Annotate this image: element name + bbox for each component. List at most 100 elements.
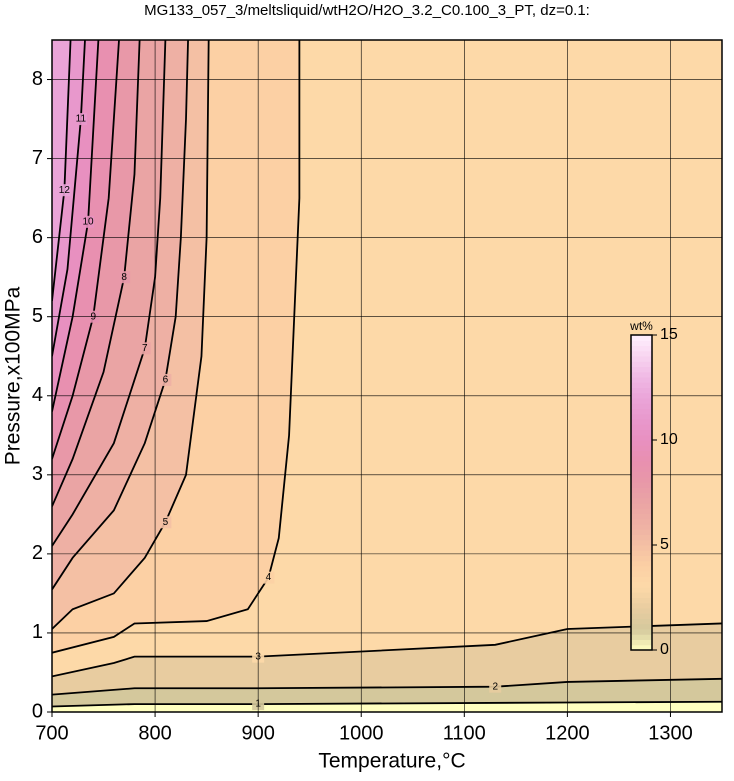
x-tick-label: 1100	[443, 722, 486, 744]
colorbar-tick-label: 5	[660, 536, 669, 553]
contour-label: 11	[76, 114, 87, 125]
colorbar-cell	[631, 503, 652, 509]
colorbar-cell	[631, 545, 652, 551]
colorbar-cell	[631, 377, 652, 383]
colorbar-cell	[631, 644, 652, 651]
colorbar-cell	[631, 629, 652, 635]
x-tick-label: 900	[241, 722, 274, 744]
colorbar-cell	[631, 392, 652, 399]
contour-label-box	[118, 271, 131, 284]
colorbar-cell	[631, 618, 652, 625]
colorbar-cell	[631, 524, 652, 530]
colorbar-cell	[631, 429, 652, 436]
colorbar-cell	[631, 576, 652, 583]
y-tick-label: 5	[32, 305, 43, 327]
x-tick-label: 700	[35, 722, 68, 744]
y-tick-label: 1	[32, 621, 43, 643]
chart-title: MG133_057_3/meltsliquid/wtH2O/H2O_3.2_C0…	[144, 2, 590, 19]
x-tick-label: 1300	[648, 722, 693, 744]
colorbar-cell	[631, 440, 652, 446]
colorbar-cell	[631, 466, 652, 472]
contour-label-box	[138, 342, 151, 355]
contour-label: 2	[492, 681, 498, 692]
colorbar-cell	[631, 340, 652, 346]
y-tick-label: 8	[32, 68, 43, 90]
contour-label-box	[82, 215, 95, 228]
colorbar-tick-label: 0	[660, 641, 669, 658]
contour-label: 10	[83, 216, 95, 227]
colorbar-cell	[631, 455, 652, 462]
x-tick-label: 1000	[339, 722, 384, 744]
colorbar-cell	[631, 403, 652, 409]
contour-label: 8	[121, 272, 127, 283]
colorbar-cell	[631, 539, 652, 546]
contour-label-box	[159, 373, 172, 386]
colorbar-cell	[631, 581, 652, 588]
colorbar-cell	[631, 361, 652, 367]
colorbar-cell	[631, 482, 652, 488]
colorbar-tick-label: 10	[660, 431, 678, 448]
contour-label: 5	[163, 517, 169, 528]
plot-frame	[51, 39, 723, 713]
x-tick-label: 800	[138, 722, 171, 744]
colorbar: wt% 0 5 10 15	[629, 319, 678, 658]
colorbar-cell	[631, 634, 652, 640]
contour-fill	[52, 40, 71, 301]
colorbar-cell	[631, 587, 652, 593]
x-tick-label: 1200	[545, 722, 590, 744]
colorbar-cell	[631, 555, 652, 562]
contour-label-box	[262, 571, 275, 584]
y-tick-label: 0	[32, 700, 43, 722]
x-axis-label: Temperature,°C	[318, 750, 465, 773]
contour-line	[52, 40, 141, 507]
y-tick-label: 2	[32, 542, 43, 564]
colorbar-cell	[631, 639, 652, 646]
contour-label: 6	[163, 375, 169, 386]
contour-line	[52, 677, 722, 696]
colorbar-cell	[631, 371, 652, 378]
colorbar-cell	[631, 471, 652, 478]
colorbar-label: wt%	[629, 319, 653, 333]
colorbar-cell	[631, 434, 652, 441]
contour-label: 4	[266, 572, 272, 583]
colorbar-cell	[631, 398, 652, 404]
colorbar-cell	[631, 513, 652, 520]
contour-label-box	[159, 516, 172, 529]
y-tick-label: 4	[32, 384, 43, 406]
colorbar-cell	[631, 597, 652, 604]
colorbar-cell	[631, 566, 652, 572]
colorbar-cell	[631, 335, 652, 341]
colorbar-cell	[631, 497, 652, 504]
colorbar-cell	[631, 550, 652, 556]
colorbar-cell	[631, 492, 652, 499]
colorbar-tick-label: 15	[660, 326, 678, 343]
colorbar-cell	[631, 602, 652, 609]
colorbar-cell	[631, 445, 652, 451]
colorbar-cell	[631, 571, 652, 577]
colorbar-cell	[631, 592, 652, 598]
y-tick-label: 6	[32, 226, 43, 248]
colorbar-cell	[631, 613, 652, 619]
colorbar-cell	[631, 350, 652, 357]
colorbar-cell	[631, 476, 652, 483]
colorbar-cell	[631, 382, 652, 388]
y-axis-label: Pressure,x100MPa	[2, 286, 25, 465]
colorbar-cell	[631, 518, 652, 525]
colorbar-cell	[631, 487, 652, 493]
colorbar-cell	[631, 345, 652, 352]
contour-label-box	[489, 680, 502, 693]
colorbar-cell	[631, 387, 652, 394]
colorbar-cell	[631, 366, 652, 373]
contour-label-box	[74, 113, 87, 126]
contour-line	[52, 40, 100, 412]
colorbar-cell	[631, 419, 652, 425]
y-tick-label: 7	[32, 147, 43, 169]
colorbar-cell	[631, 413, 652, 420]
colorbar-cell	[631, 608, 652, 614]
contour-label-box	[58, 184, 71, 197]
colorbar-cell	[631, 560, 652, 567]
colorbar-cell	[631, 450, 652, 457]
